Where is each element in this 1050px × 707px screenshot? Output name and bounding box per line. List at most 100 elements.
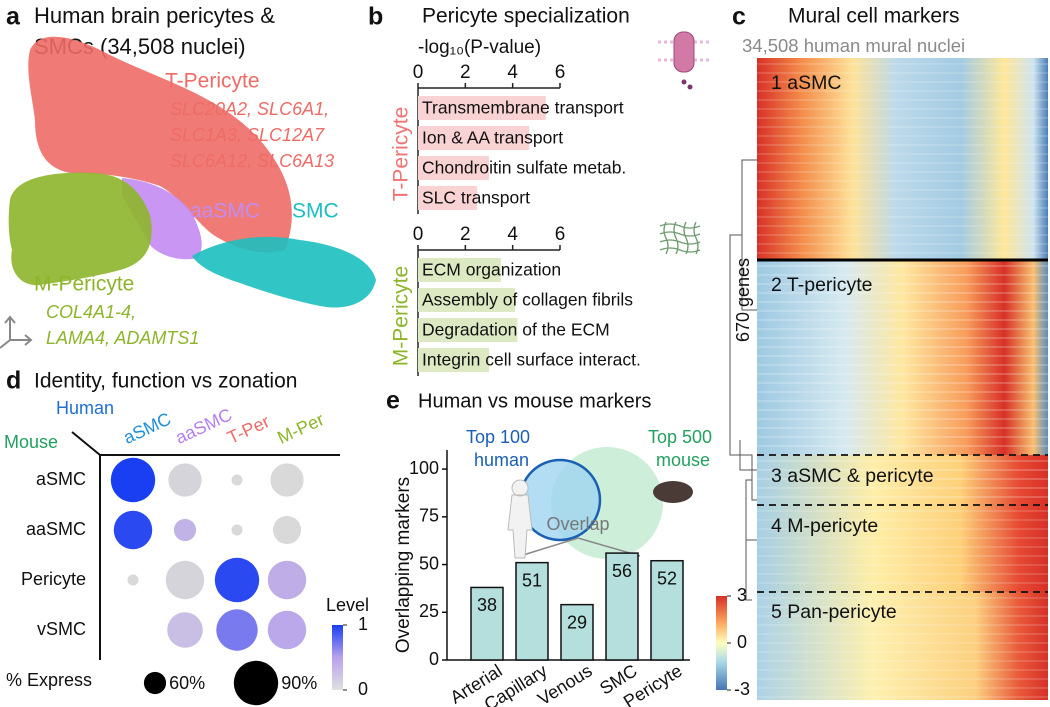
dendrogram-label: 670 genes [733, 258, 753, 342]
colorbar-tick-label: 1 [358, 614, 368, 634]
annotation: Overlap [546, 514, 609, 534]
panel-letter: a [6, 3, 21, 31]
cluster-label: SMC [292, 200, 339, 223]
cluster-label: 1 aSMC [771, 72, 841, 94]
value-label: 29 [567, 612, 587, 632]
y-tick-label: 50 [419, 553, 439, 573]
bar-label: Ion & AA transport [422, 128, 563, 148]
bar-label: ECM organization [422, 260, 561, 280]
x-tick-label: 2 [460, 62, 471, 83]
bar [605, 552, 639, 661]
human-icon [507, 479, 533, 559]
bar [650, 559, 684, 661]
cluster-label: T-Pericyte [165, 70, 260, 93]
x-tick-label: 4 [507, 224, 518, 245]
bar [418, 318, 518, 342]
corner-line [71, 431, 101, 456]
dot [216, 609, 258, 651]
row-label: Pericyte [21, 569, 86, 589]
panel-letter: c [732, 3, 746, 31]
dot [127, 574, 139, 586]
bar [418, 288, 516, 312]
bar-label: Transmembrane transport [422, 98, 624, 118]
x-title: Human [56, 398, 114, 418]
cluster-region [192, 236, 376, 308]
colorbar-tick-label: 0 [358, 679, 368, 699]
overlap-pointer [519, 537, 641, 557]
cluster-label: 5 Pan-pericyte [771, 601, 897, 623]
bar [418, 96, 546, 120]
dot [173, 518, 197, 542]
column-label: M-Per [274, 409, 327, 448]
panel-letter: b [368, 3, 383, 31]
y-tick-label: 75 [419, 506, 439, 526]
dot [165, 560, 205, 600]
ecm-icon [659, 221, 701, 255]
gene-list: SLC1A3, SLC12A7 [170, 125, 325, 145]
dendrogram [729, 159, 757, 601]
x-tick-label: 0 [413, 62, 424, 83]
y-title: Mouse [4, 432, 58, 452]
row-label: vSMC [37, 619, 86, 639]
cluster-label: 3 aSMC & pericyte [771, 465, 934, 487]
cluster-region [28, 36, 292, 253]
chart-subtitle: 34,508 human mural nuclei [742, 35, 965, 56]
bar [418, 126, 530, 150]
bar [560, 603, 594, 661]
bar-label: Integrin cell surface interact. [422, 350, 641, 370]
annotation: Top 500 [648, 427, 712, 447]
chart-title: Identity, function vs zonation [34, 370, 297, 393]
x-tick-label: 2 [460, 224, 471, 245]
bar-label: Assembly of collagen fibrils [422, 290, 633, 310]
bar-label: Chondroitin sulfate metab. [422, 158, 626, 178]
value-label: 38 [477, 595, 497, 615]
bar [515, 561, 549, 661]
dot [267, 610, 307, 650]
bar [418, 348, 489, 372]
column-label: aSMC [120, 409, 174, 448]
bar [418, 156, 489, 180]
dot [231, 474, 243, 486]
x-tick-label: 4 [507, 62, 518, 83]
mouse-icon [653, 481, 693, 503]
gene-list: SLC20A2, SLC6A1, [170, 99, 329, 119]
annotation: mouse [656, 450, 710, 470]
panel-letter: d [6, 367, 21, 395]
cluster-label: aaSMC [190, 200, 260, 223]
group-label: T-Pericyte [390, 107, 413, 202]
cluster-label: M-Pericyte [34, 273, 134, 296]
x-tick-label: 0 [413, 224, 424, 245]
size-legend-title: % Express [6, 670, 92, 690]
dot [132, 629, 134, 631]
gene-list: SLC6A12, SLC6A13 [170, 151, 334, 171]
size-legend-label: 60% [169, 673, 205, 693]
membrane-icon [658, 31, 712, 90]
axis-icon [0, 315, 33, 349]
panel-letter: e [386, 387, 400, 415]
cluster-region [122, 178, 202, 260]
value-label: 51 [522, 570, 542, 590]
group-label: M-Pericyte [390, 266, 413, 366]
colorbar [332, 625, 343, 690]
row-label: aSMC [36, 469, 86, 489]
size-legend-label: 90% [281, 673, 317, 693]
y-tick-label: 0 [429, 649, 439, 669]
column-label: aaSMC [172, 404, 235, 447]
cluster-region [8, 172, 152, 286]
size-legend-dot [233, 660, 279, 706]
bar-label: Degradation of the ECM [422, 320, 610, 340]
heatmap-block [757, 58, 1048, 260]
colorbar-tick-label: 3 [737, 585, 747, 605]
dot [168, 463, 202, 497]
colorbar-tick-label: -3 [734, 679, 750, 699]
dot [231, 524, 243, 536]
bar-label: SLC transport [422, 188, 530, 208]
gene-list: LAMA4, ADAMTS1 [46, 328, 199, 348]
y-tick-label: 100 [409, 458, 439, 478]
value-label: 52 [657, 568, 677, 588]
dot [272, 515, 302, 545]
colorbar [716, 596, 727, 690]
dot [270, 463, 304, 497]
row-label: aaSMC [26, 519, 86, 539]
